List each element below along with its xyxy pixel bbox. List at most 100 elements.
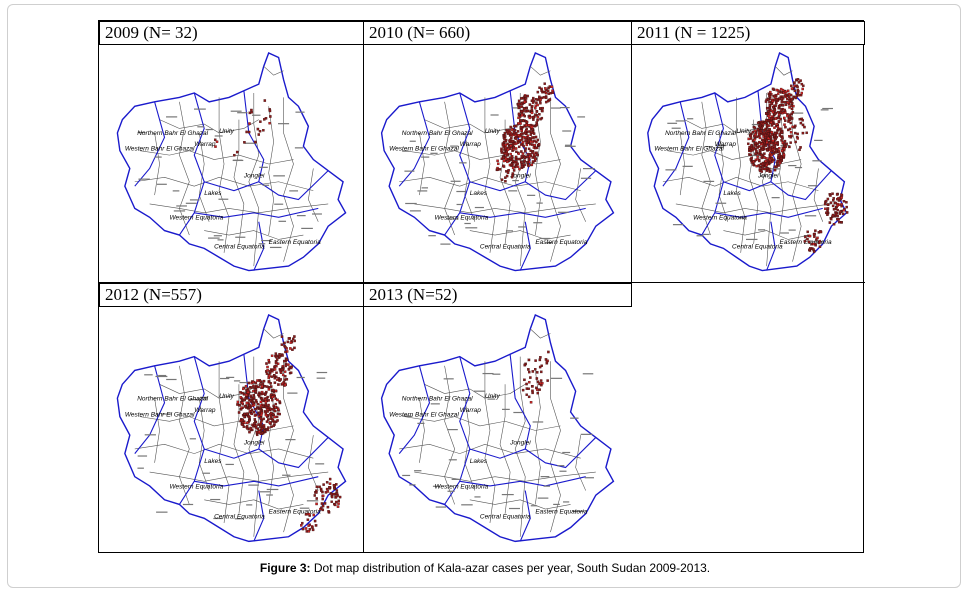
county-label-mark (667, 122, 678, 124)
state-boundary (444, 92, 471, 236)
case-dot (512, 169, 516, 172)
county-label-mark (562, 130, 572, 132)
case-dot (312, 513, 315, 517)
case-dot (529, 401, 533, 404)
county-label-mark (540, 476, 550, 478)
county-boundary (535, 106, 541, 236)
case-dot (314, 524, 318, 527)
county-label-mark (409, 210, 421, 212)
case-dot (775, 123, 779, 126)
case-dot (264, 402, 268, 406)
case-dot (539, 107, 542, 110)
case-dot (550, 85, 554, 89)
county-label-mark (518, 226, 526, 228)
county-label-mark (251, 114, 261, 116)
case-dot (783, 143, 786, 146)
case-dot (540, 89, 543, 92)
case-dot (293, 346, 296, 350)
case-dot (328, 482, 332, 485)
county-boundary (535, 370, 541, 505)
case-dot (251, 423, 254, 427)
case-dot (776, 159, 779, 163)
case-dot (525, 143, 528, 147)
region-label: Western Equatoria (169, 215, 223, 222)
case-dot (760, 126, 763, 130)
case-dot (788, 145, 791, 149)
county-label-mark (239, 381, 249, 384)
case-dot (541, 109, 544, 113)
case-dot (536, 371, 539, 374)
county-boundary (499, 384, 511, 514)
case-dot (271, 417, 274, 420)
region-label: Central Equatoria (480, 513, 531, 520)
county-label-mark (137, 455, 148, 457)
region-label: Unity (485, 393, 501, 400)
county-label-mark (409, 140, 416, 142)
case-dot (777, 120, 781, 123)
case-dot (831, 192, 834, 195)
case-dot (259, 120, 262, 123)
case-dot (777, 154, 781, 158)
case-dot (755, 149, 758, 153)
case-dot (273, 415, 276, 419)
case-dot (758, 165, 762, 169)
county-label-mark (527, 194, 536, 196)
case-dot (258, 379, 262, 383)
case-dot (543, 82, 546, 85)
county-boundary (233, 119, 245, 244)
case-dot (262, 129, 265, 132)
case-dot (253, 422, 256, 425)
case-dot (771, 110, 775, 114)
case-dot (528, 370, 531, 374)
case-dot (285, 378, 289, 381)
case-dot (784, 145, 788, 148)
county-boundary (530, 66, 551, 76)
figure-table: 2009 (N= 32) 2010 (N= 660) 2011 (N = 122… (98, 20, 865, 553)
case-dot (756, 121, 760, 125)
case-dot (536, 90, 540, 94)
case-dot (845, 211, 849, 214)
state-boundary (178, 92, 205, 236)
case-dot (760, 170, 763, 173)
county-label-mark (430, 403, 440, 405)
case-dot (534, 113, 537, 116)
county-label-mark (430, 152, 438, 154)
case-dot (266, 385, 269, 388)
county-boundary (464, 132, 476, 222)
case-dot (810, 242, 813, 246)
county-label-mark (210, 498, 221, 501)
case-dot (512, 145, 516, 149)
county-label-mark (443, 378, 454, 380)
county-label-mark (580, 177, 592, 179)
state-boundary (519, 490, 531, 542)
case-dot (768, 103, 772, 107)
case-dot (536, 138, 540, 142)
case-dot (508, 139, 511, 142)
case-dot (266, 410, 269, 413)
county-boundary (248, 92, 260, 267)
case-dot (808, 248, 811, 252)
case-dot (783, 116, 786, 120)
case-dot (752, 163, 755, 166)
case-dot (507, 169, 510, 172)
case-dot (243, 421, 246, 425)
case-dot (267, 361, 271, 364)
case-dot (782, 100, 786, 104)
region-label: Lakes (470, 458, 488, 465)
case-dot (255, 430, 259, 434)
case-dot (321, 494, 325, 498)
case-dot (520, 150, 523, 153)
case-dot (800, 91, 803, 95)
map-2009-svg: Northern Bahr El Ghazal Western Bahr El G… (116, 52, 347, 272)
case-dot (774, 104, 777, 107)
county-label-mark (822, 107, 833, 110)
case-dot (749, 153, 752, 157)
case-dot (531, 389, 534, 393)
case-dot (215, 140, 219, 143)
county-label-mark (557, 211, 569, 213)
case-dot (531, 128, 534, 131)
case-dot (275, 415, 279, 419)
case-dot (845, 205, 848, 209)
county-label-mark (193, 108, 206, 110)
county-label-mark (559, 107, 570, 109)
